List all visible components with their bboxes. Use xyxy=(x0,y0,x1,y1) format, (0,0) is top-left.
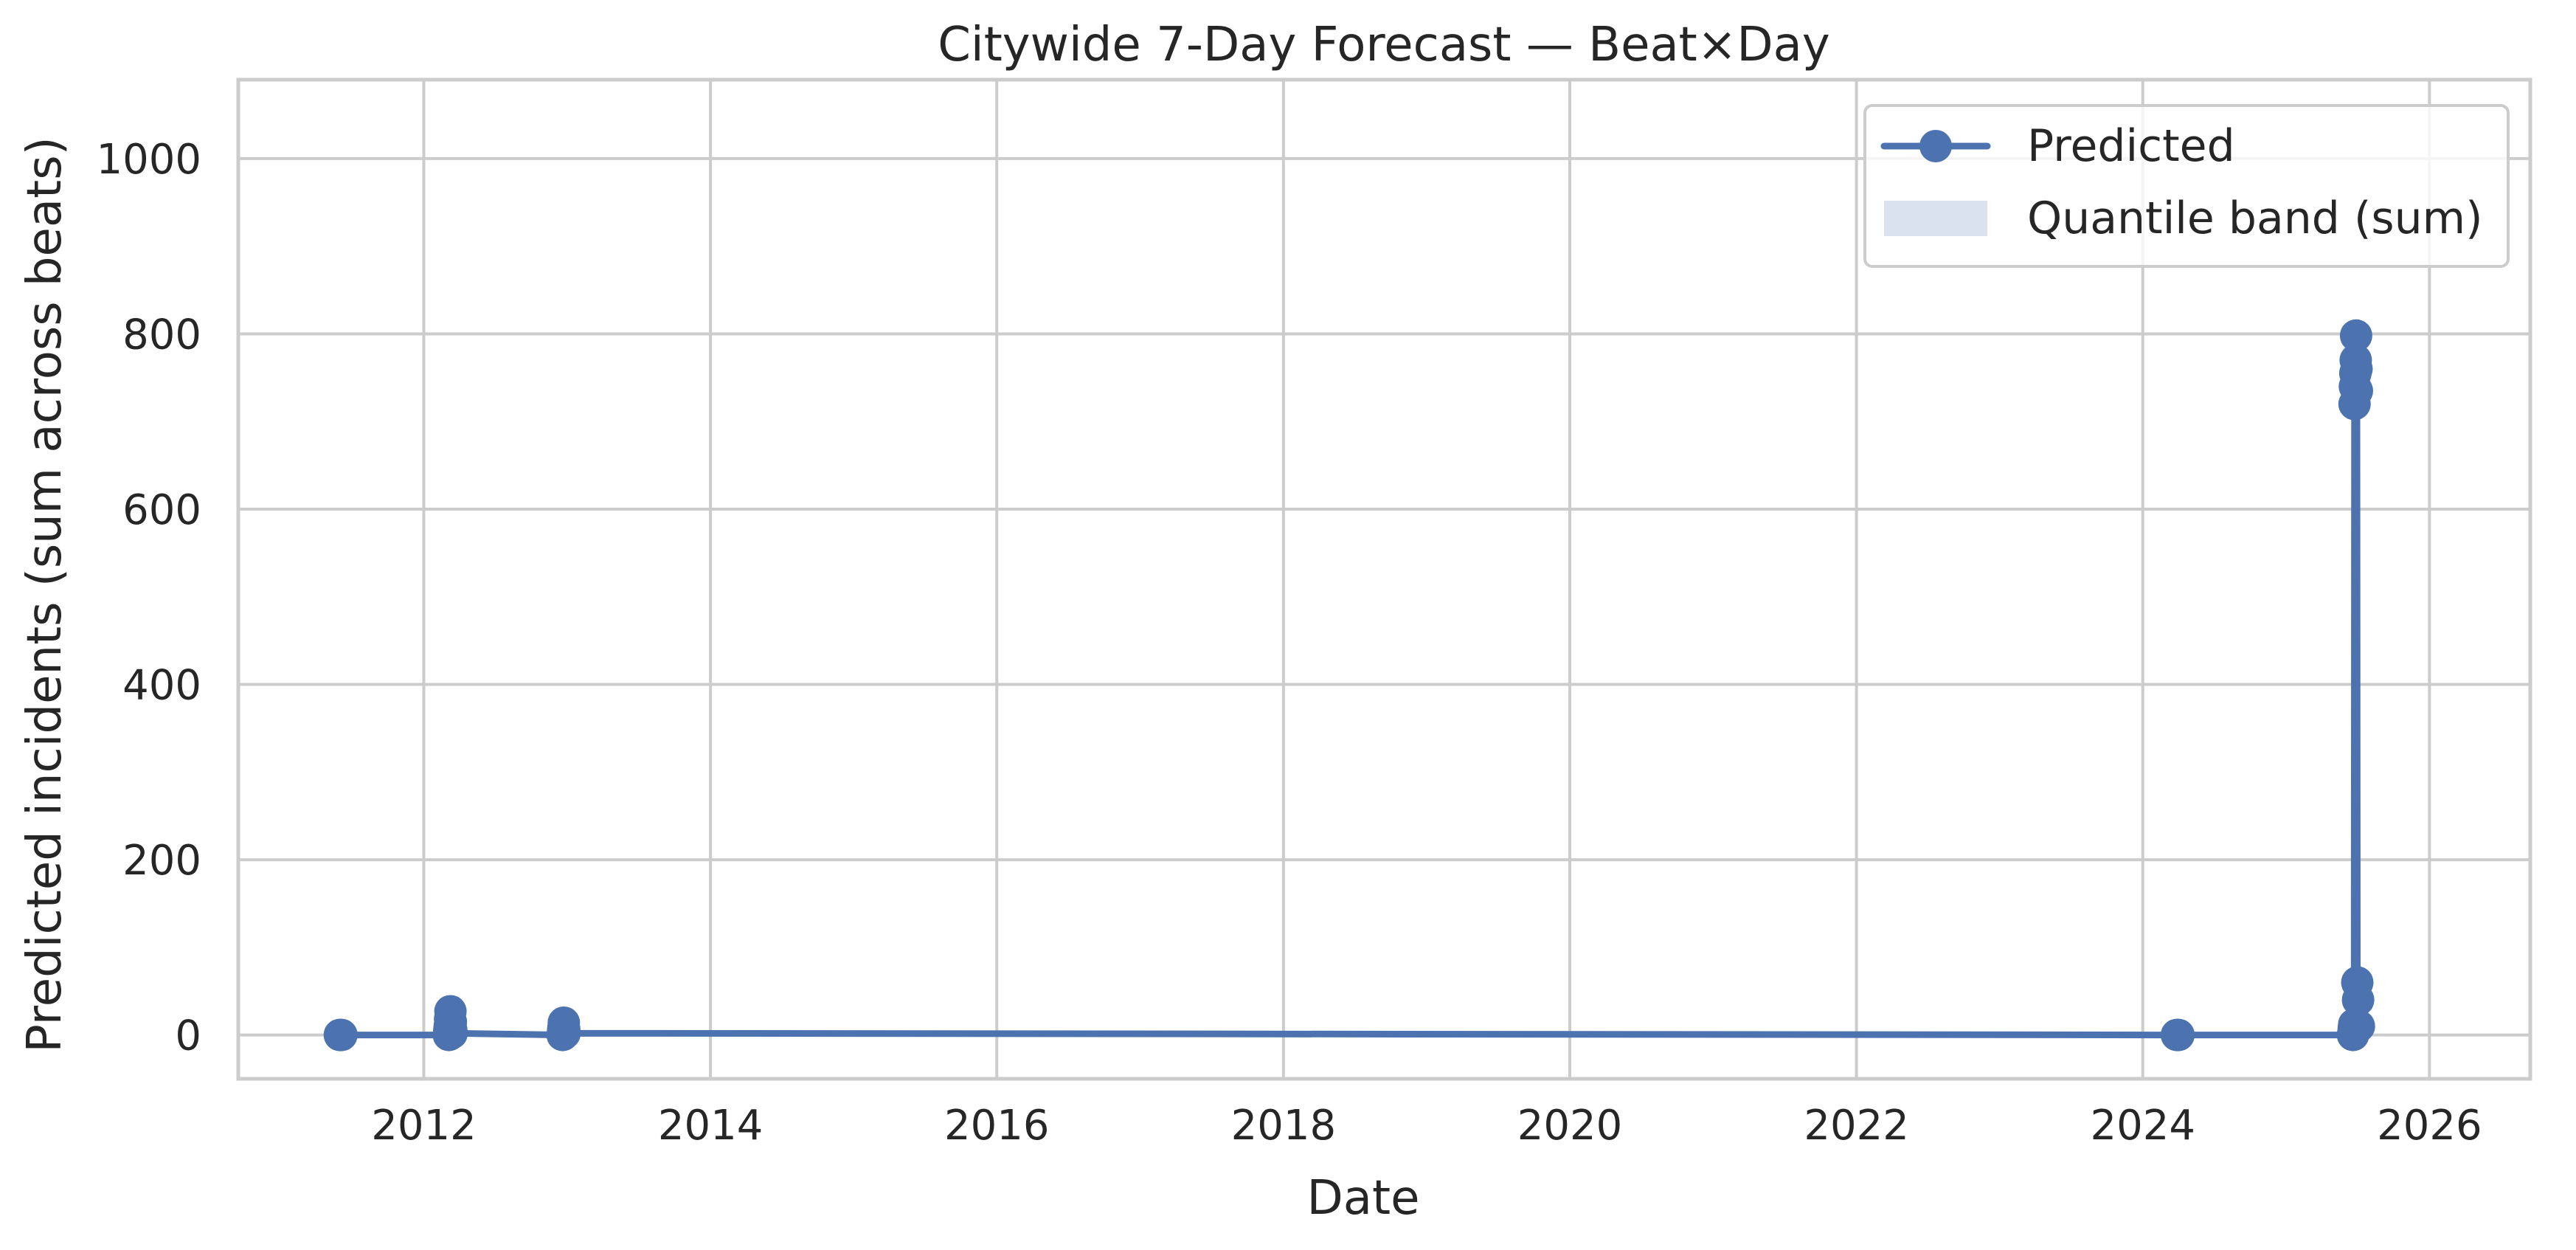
series-layer xyxy=(323,319,2375,1052)
data-point xyxy=(2341,374,2373,407)
x-tick-label: 2012 xyxy=(371,1102,477,1150)
y-tick-label: 1000 xyxy=(96,136,201,184)
data-point xyxy=(548,1017,581,1050)
legend-frame xyxy=(1863,104,2510,268)
y-tick-label: 800 xyxy=(122,311,201,359)
x-axis-label: Date xyxy=(1307,1171,1420,1226)
data-point xyxy=(2162,1018,2195,1052)
tick-labels: 2012 2014 2016 2018 2020 2022 2024 2026 0 200 400 6… xyxy=(96,136,2482,1150)
legend-label-band: Quantile band (sum) xyxy=(2027,193,2483,244)
data-point xyxy=(325,1018,358,1052)
y-tick-label: 0 xyxy=(175,1012,201,1060)
x-tick-label: 2016 xyxy=(944,1102,1050,1150)
y-tick-label: 200 xyxy=(122,837,201,885)
y-axis-label: Predicted incidents (sum across beats) xyxy=(18,137,72,1052)
data-point xyxy=(2341,984,2375,1017)
x-tick-label: 2014 xyxy=(658,1102,764,1150)
legend-swatch-band xyxy=(1884,201,1987,236)
data-point xyxy=(435,1017,468,1050)
legend-label-predicted: Predicted xyxy=(2027,120,2235,172)
legend: Predicted Quantile band (sum) xyxy=(1863,104,2510,268)
chart-title: Citywide 7-Day Forecast — Beat×Day xyxy=(938,18,1830,72)
data-point xyxy=(2339,319,2372,352)
x-tick-label: 2024 xyxy=(2090,1102,2195,1150)
x-tick-label: 2026 xyxy=(2377,1102,2482,1150)
x-tick-label: 2018 xyxy=(1231,1102,1337,1150)
x-tick-label: 2020 xyxy=(1517,1102,1623,1150)
y-tick-label: 600 xyxy=(122,486,201,534)
legend-marker-predicted xyxy=(1919,130,1952,162)
data-point xyxy=(2342,1009,2375,1043)
y-tick-label: 400 xyxy=(122,662,201,710)
x-tick-label: 2022 xyxy=(1804,1102,1909,1150)
plot-frame xyxy=(236,77,2532,1081)
